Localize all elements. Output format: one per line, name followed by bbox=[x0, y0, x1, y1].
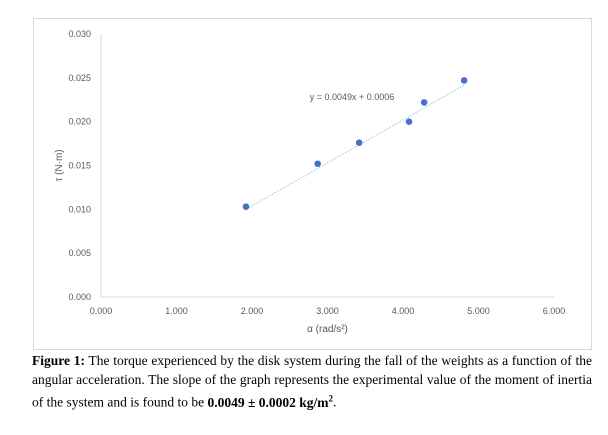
y-tick-label: 0.010 bbox=[68, 204, 91, 214]
caption-label: Figure 1: bbox=[32, 353, 85, 368]
figure-caption: Figure 1: The torque experienced by the … bbox=[32, 352, 592, 412]
x-tick-label: 6.000 bbox=[543, 306, 566, 316]
y-tick-label: 0.030 bbox=[68, 29, 91, 39]
trendline bbox=[245, 84, 465, 210]
trendline-equation: y = 0.0049x + 0.0006 bbox=[310, 92, 395, 102]
data-point bbox=[314, 160, 321, 168]
chart-frame bbox=[33, 18, 592, 350]
x-tick-label: 4.000 bbox=[392, 306, 415, 316]
data-point bbox=[355, 139, 363, 147]
data-point bbox=[242, 203, 250, 211]
y-tick-label: 0.025 bbox=[68, 73, 91, 83]
caption-value: 0.0049 ± 0.0002 kg/m bbox=[207, 394, 329, 410]
y-tick-label: 0.020 bbox=[68, 117, 91, 127]
x-tick-label: 3.000 bbox=[316, 306, 339, 316]
data-point bbox=[420, 99, 428, 106]
x-axis-label: α (rad/s²) bbox=[307, 324, 348, 335]
x-tick-label: 1.000 bbox=[165, 306, 188, 316]
y-tick-label: 0.015 bbox=[68, 161, 91, 171]
x-tick-label: 2.000 bbox=[241, 306, 264, 316]
data-point bbox=[460, 77, 468, 84]
y-axis-label: τ (N·m) bbox=[54, 149, 65, 181]
x-tick-label: 5.000 bbox=[467, 306, 490, 316]
caption-value-sup: 2 bbox=[328, 393, 334, 403]
caption-text: The torque experienced by the disk syste… bbox=[32, 353, 592, 410]
y-tick-label: 0.005 bbox=[68, 248, 91, 258]
scatter-chart: 0.000 1.000 2.000 3.000 4.000 5.000 6.000 0.000… bbox=[54, 29, 566, 335]
data-point bbox=[405, 118, 413, 125]
y-tick-label: 0.000 bbox=[68, 292, 91, 302]
caption-end: . bbox=[333, 394, 337, 410]
x-tick-label: 0.000 bbox=[90, 306, 113, 316]
